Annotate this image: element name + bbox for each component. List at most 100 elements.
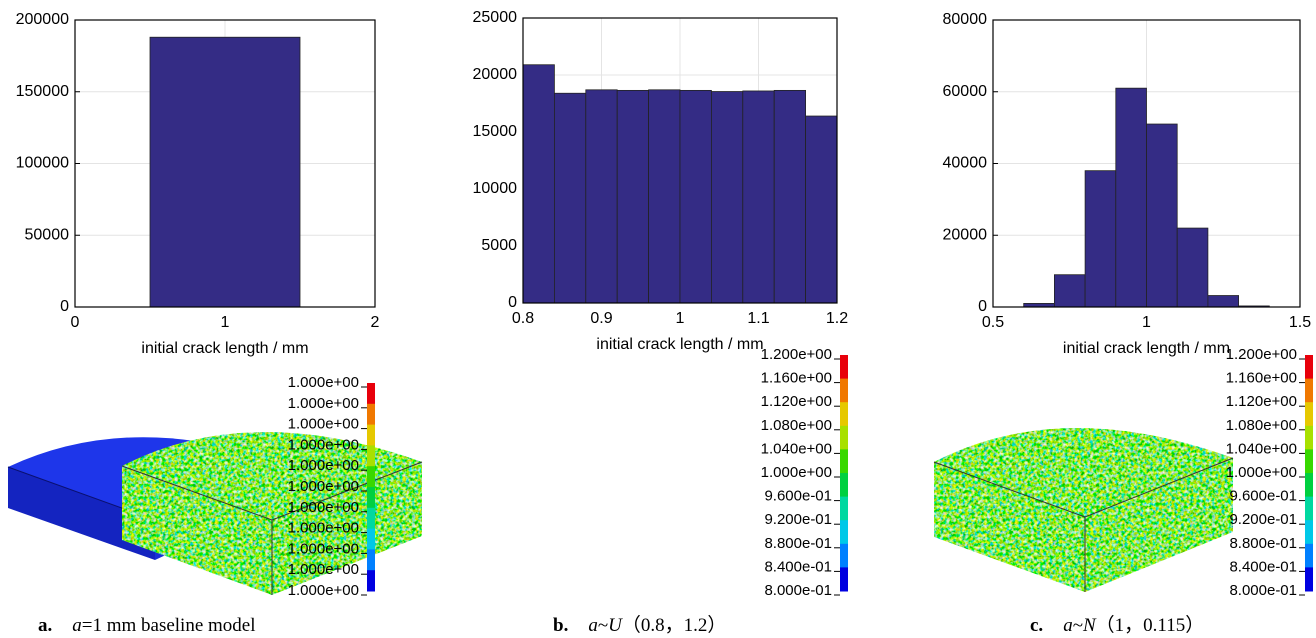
caption-part: a (588, 615, 598, 636)
x-axis-label: initial crack length / mm (596, 336, 763, 353)
colorbar-segment (367, 425, 375, 446)
caption: b.a~U（0.8，1.2） (553, 614, 726, 636)
colorbar-label: 9.600e-01 (764, 488, 832, 505)
x-tick-label: 0.8 (512, 310, 534, 327)
colorbar-label: 9.200e-01 (764, 511, 832, 528)
y-tick-label: 40000 (943, 155, 988, 172)
y-tick-label: 20000 (473, 66, 518, 83)
model-c (934, 428, 1233, 592)
bar (1085, 171, 1116, 307)
colorbar-segment (1305, 473, 1313, 497)
colorbar-label: 8.400e-01 (764, 558, 832, 575)
caption-part: a (72, 615, 82, 636)
bar (680, 90, 711, 303)
bar (649, 90, 680, 303)
x-tick-label: 1.1 (747, 310, 769, 327)
y-tick-label: 100000 (16, 155, 69, 172)
colorbar-label: 1.120e+00 (761, 393, 832, 410)
colorbar-segment (367, 487, 375, 508)
colorbar-label: 8.400e-01 (1229, 558, 1297, 575)
colorbar-segment (1305, 379, 1313, 403)
caption-part: （0.8，1.2） (622, 614, 727, 636)
colorbar-label: 1.000e+00 (761, 464, 832, 481)
colorbar-segment (367, 529, 375, 550)
y-tick-label: 200000 (16, 11, 69, 28)
colorbar-segment (1305, 544, 1313, 568)
y-tick-label: 0 (978, 298, 987, 315)
caption-part: c. (1030, 615, 1043, 636)
colorbar-label: 1.000e+00 (288, 395, 359, 412)
bar (1147, 124, 1178, 307)
x-axis-label: initial crack length / mm (1063, 340, 1230, 357)
colorbar-segment (367, 508, 375, 529)
bar (1054, 275, 1085, 307)
y-tick-label: 60000 (943, 83, 988, 100)
colorbar-label: 1.000e+00 (288, 374, 359, 391)
colorbar-segment (367, 383, 375, 404)
x-tick-label: 1.5 (1289, 314, 1311, 331)
y-tick-label: 0 (508, 294, 517, 311)
colorbar-label: 8.800e-01 (764, 535, 832, 552)
y-tick-label: 15000 (473, 123, 518, 140)
bar (523, 65, 554, 303)
y-tick-label: 150000 (16, 83, 69, 100)
colorbar-label: 1.000e+00 (288, 520, 359, 537)
colorbar-segment (1305, 426, 1313, 450)
colorbar-label: 1.160e+00 (761, 370, 832, 387)
colorbar-label: 1.000e+00 (288, 436, 359, 453)
colorbar-segment (840, 544, 848, 568)
x-tick-label: 0 (71, 314, 80, 331)
colorbar-label: 1.160e+00 (1226, 370, 1297, 387)
bar (1208, 296, 1239, 307)
y-tick-label: 25000 (473, 9, 518, 26)
colorbar-segment (1305, 567, 1313, 591)
y-tick-label: 20000 (943, 226, 988, 243)
colorbar-segment (840, 355, 848, 379)
colorbar-segment (367, 549, 375, 570)
colorbar-segment (840, 426, 848, 450)
caption: c.a~N（1，0.115） (1030, 614, 1204, 636)
x-tick-label: 1.2 (826, 310, 848, 327)
colorbar-label: 1.000e+00 (288, 561, 359, 578)
colorbar-label: 9.600e-01 (1229, 488, 1297, 505)
colorbar-label: 1.080e+00 (1226, 417, 1297, 434)
bar (774, 90, 805, 303)
bar (711, 92, 742, 303)
x-tick-label: 2 (371, 314, 380, 331)
colorbar-label: 1.000e+00 (288, 582, 359, 599)
colorbar-segment (840, 379, 848, 403)
y-tick-label: 0 (60, 298, 69, 315)
model-b (122, 432, 422, 595)
colorbar-segment (367, 570, 375, 591)
colorbar-label: 1.200e+00 (761, 346, 832, 363)
histogram-panel: 05000100001500020000250000.80.911.11.2in… (473, 9, 849, 353)
bar (150, 37, 300, 307)
bar (586, 90, 617, 303)
colorbar-segment (1305, 520, 1313, 544)
colorbar-segment (840, 402, 848, 426)
colorbar-segment (367, 404, 375, 425)
bar (617, 90, 648, 303)
colorbar-segment (1305, 355, 1313, 379)
colorbar-label: 1.000e+00 (288, 499, 359, 516)
colorbar-segment (840, 567, 848, 591)
caption-text: c.a~N（1，0.115） (1030, 614, 1204, 636)
colorbar-label: 9.200e-01 (1229, 511, 1297, 528)
caption-part: b. (553, 615, 568, 636)
figure: 050000100000150000200000012initial crack… (0, 0, 1316, 638)
x-tick-label: 0.5 (982, 314, 1004, 331)
x-tick-label: 1 (221, 314, 230, 331)
colorbar-label: 1.000e+00 (288, 416, 359, 433)
caption-part: （1，0.115） (1096, 614, 1205, 636)
colorbar: 1.200e+001.160e+001.120e+001.080e+001.04… (1226, 346, 1313, 599)
colorbar-segment (1305, 497, 1313, 521)
colorbar-segment (1305, 402, 1313, 426)
caption-text: b.a~U（0.8，1.2） (553, 614, 726, 636)
colorbar-label: 8.000e-01 (1229, 582, 1297, 599)
bar (743, 91, 774, 303)
colorbar-segment (367, 445, 375, 466)
colorbar-segment (840, 449, 848, 473)
caption-part: ~ (1073, 615, 1083, 636)
y-tick-label: 10000 (473, 180, 518, 197)
